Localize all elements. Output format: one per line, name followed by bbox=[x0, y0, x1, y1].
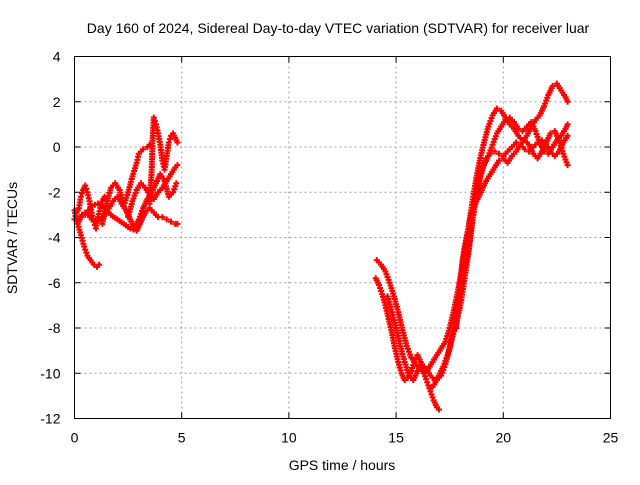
data-point bbox=[496, 157, 503, 164]
y-tick-label: 4 bbox=[53, 49, 61, 65]
data-point bbox=[493, 105, 500, 112]
data-point bbox=[159, 214, 166, 221]
y-tick-label: -6 bbox=[48, 275, 61, 291]
data-point bbox=[491, 148, 498, 155]
data-point bbox=[174, 220, 181, 227]
data-point bbox=[549, 82, 556, 89]
data-point bbox=[140, 146, 147, 153]
data-point bbox=[425, 382, 432, 389]
data-point bbox=[173, 180, 180, 187]
data-point bbox=[171, 186, 178, 193]
data-point bbox=[423, 376, 430, 383]
data-point bbox=[88, 216, 95, 223]
data-point bbox=[428, 391, 435, 398]
data-point bbox=[513, 139, 520, 146]
chart-title: Day 160 of 2024, Sidereal Day-to-day VTE… bbox=[87, 20, 590, 36]
data-point bbox=[127, 225, 134, 232]
data-point bbox=[521, 146, 528, 153]
data-point bbox=[468, 211, 475, 218]
data-point bbox=[83, 249, 90, 256]
data-point bbox=[469, 208, 476, 215]
data-series bbox=[71, 114, 181, 270]
x-tick-label: 5 bbox=[178, 430, 186, 446]
data-point bbox=[564, 98, 571, 105]
data-point bbox=[163, 216, 170, 223]
data-point bbox=[174, 139, 181, 146]
data-point bbox=[96, 261, 103, 268]
data-point bbox=[426, 385, 433, 392]
y-axis-label: SDTVAR / TECUs bbox=[4, 182, 20, 294]
x-tick-label: 25 bbox=[603, 430, 619, 446]
data-point bbox=[167, 218, 174, 225]
plot-area-border bbox=[74, 56, 611, 419]
data-point bbox=[429, 394, 436, 401]
data-point bbox=[564, 162, 571, 169]
data-point bbox=[401, 377, 408, 384]
y-tick-label: -8 bbox=[48, 320, 61, 336]
data-point bbox=[170, 189, 177, 196]
data-series bbox=[372, 80, 571, 413]
data-point bbox=[101, 193, 108, 200]
data-point bbox=[150, 114, 157, 121]
data-point bbox=[82, 182, 89, 189]
data-point bbox=[92, 218, 99, 225]
x-tick-label: 0 bbox=[71, 430, 79, 446]
data-point bbox=[165, 139, 172, 146]
y-tick-label: -12 bbox=[40, 411, 60, 427]
x-tick-label: 10 bbox=[281, 430, 297, 446]
data-point bbox=[564, 121, 571, 128]
axis-ticks: 0 5 10 15 20 25 -12 -10 -8 -6 -4 -2 0 2 4 bbox=[40, 49, 618, 446]
data-point bbox=[79, 190, 86, 197]
x-tick-label: 15 bbox=[388, 430, 404, 446]
data-point bbox=[422, 373, 429, 380]
data-point bbox=[375, 282, 382, 289]
y-tick-label: 0 bbox=[53, 139, 61, 155]
data-point bbox=[424, 379, 431, 386]
data-point bbox=[502, 116, 509, 123]
data-point bbox=[91, 201, 98, 208]
y-tick-label: -10 bbox=[40, 365, 60, 381]
data-point bbox=[377, 285, 384, 292]
data-point bbox=[83, 185, 90, 192]
data-point bbox=[409, 364, 416, 371]
data-point bbox=[547, 130, 554, 137]
data-point bbox=[435, 406, 442, 413]
y-tick-label: 2 bbox=[53, 94, 61, 110]
data-point bbox=[378, 288, 385, 295]
data-point bbox=[130, 226, 137, 233]
data-point bbox=[174, 162, 181, 169]
x-tick-label: 20 bbox=[496, 430, 512, 446]
data-point bbox=[82, 246, 89, 253]
data-point bbox=[515, 125, 522, 132]
y-tick-label: -4 bbox=[48, 230, 61, 246]
data-point bbox=[166, 136, 173, 143]
y-tick-label: -2 bbox=[48, 184, 61, 200]
data-point bbox=[427, 388, 434, 395]
x-axis-label: GPS time / hours bbox=[289, 457, 396, 473]
data-point bbox=[90, 261, 97, 268]
data-point bbox=[151, 117, 158, 124]
data-point bbox=[496, 150, 503, 157]
data-point bbox=[81, 243, 88, 250]
grid-lines bbox=[74, 56, 611, 419]
data-point bbox=[88, 202, 95, 209]
data-point bbox=[77, 193, 84, 200]
plot-data bbox=[71, 80, 571, 413]
data-point bbox=[564, 132, 571, 139]
data-point bbox=[172, 183, 179, 190]
